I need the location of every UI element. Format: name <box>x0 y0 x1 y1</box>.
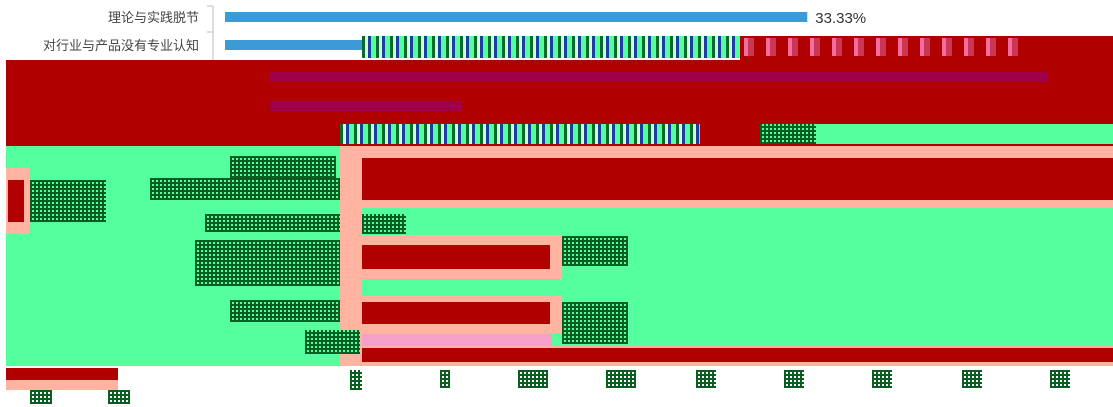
bar <box>225 12 808 22</box>
render-glitch-block <box>362 334 552 346</box>
render-glitch-block <box>562 236 628 266</box>
render-glitch-block <box>760 124 1113 144</box>
category-label: 理论与实践脱节 <box>108 11 199 26</box>
render-glitch-block <box>230 300 340 322</box>
render-glitch-block <box>30 390 52 404</box>
render-glitch-block <box>562 302 628 344</box>
category-label: 对行业与产品没有专业认知 <box>43 38 199 54</box>
render-glitch-block <box>270 101 462 111</box>
render-glitch-block <box>350 370 362 390</box>
render-glitch-block <box>340 124 700 144</box>
render-glitch-block <box>205 214 340 232</box>
render-glitch-block <box>760 124 816 144</box>
render-glitch-block <box>6 368 118 380</box>
render-glitch-block <box>108 390 130 404</box>
render-glitch-block <box>784 370 804 388</box>
render-glitch-block <box>6 380 118 390</box>
render-glitch-block <box>362 158 1113 200</box>
render-glitch-block <box>305 330 360 354</box>
render-glitch-block <box>440 370 450 388</box>
render-glitch-block <box>1050 370 1070 388</box>
render-glitch-block <box>340 146 1113 158</box>
render-glitch-block <box>606 370 636 388</box>
data-label: 33.33% <box>815 10 866 27</box>
render-glitch-block <box>872 370 892 388</box>
render-glitch-block <box>362 302 550 324</box>
render-glitch-block <box>8 180 24 222</box>
render-glitch-block <box>230 156 336 178</box>
render-glitch-block <box>362 348 1113 362</box>
render-glitch-block <box>270 72 1048 82</box>
render-glitch-block <box>150 178 340 200</box>
render-glitch-block <box>362 245 550 269</box>
render-glitch-block <box>740 38 1030 56</box>
render-glitch-block <box>362 36 740 58</box>
render-glitch-block <box>195 240 340 286</box>
bar <box>225 40 362 50</box>
render-glitch-block <box>518 370 548 388</box>
render-glitch-block <box>696 370 716 388</box>
render-glitch-block <box>962 370 982 388</box>
render-glitch-block <box>340 200 1113 208</box>
render-glitch-block <box>362 214 406 234</box>
render-glitch-block <box>30 180 106 222</box>
render-glitch-block <box>340 146 362 366</box>
